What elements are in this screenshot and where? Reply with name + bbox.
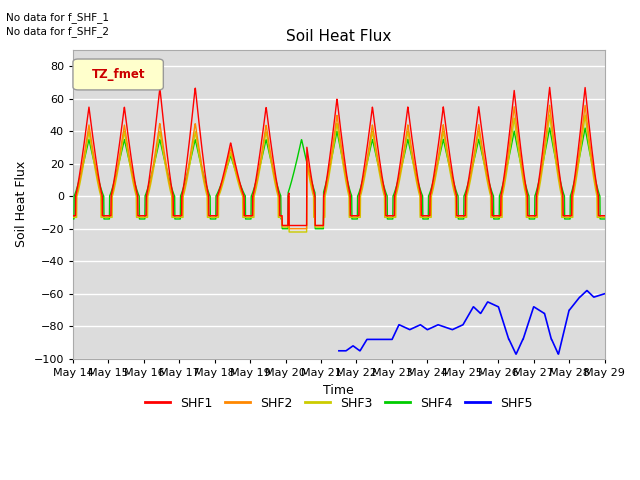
Legend: SHF1, SHF2, SHF3, SHF4, SHF5: SHF1, SHF2, SHF3, SHF4, SHF5	[140, 392, 537, 415]
X-axis label: Time: Time	[323, 384, 354, 396]
Text: TZ_fmet: TZ_fmet	[92, 68, 145, 81]
Title: Soil Heat Flux: Soil Heat Flux	[286, 29, 392, 44]
Text: No data for f_SHF_2: No data for f_SHF_2	[6, 26, 109, 37]
Text: No data for f_SHF_1: No data for f_SHF_1	[6, 12, 109, 23]
FancyBboxPatch shape	[73, 59, 163, 90]
Y-axis label: Soil Heat Flux: Soil Heat Flux	[15, 161, 28, 248]
